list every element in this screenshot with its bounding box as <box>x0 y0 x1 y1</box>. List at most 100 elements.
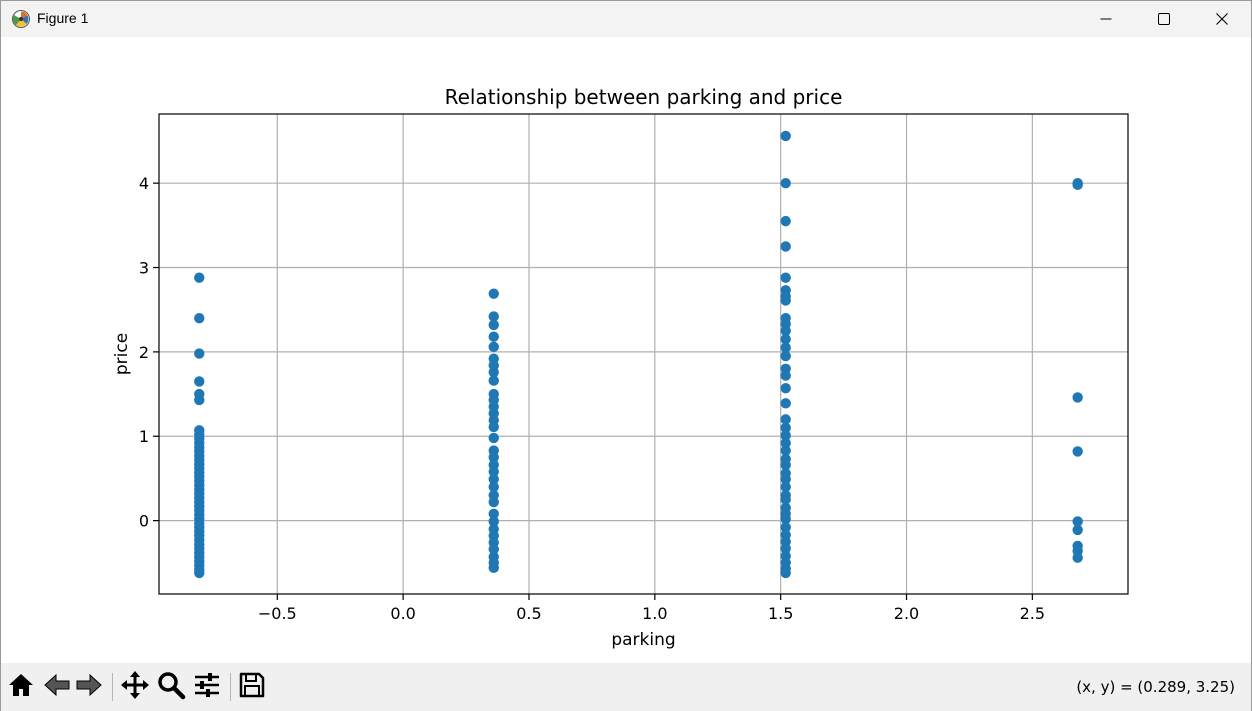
pan-button[interactable] <box>119 671 151 703</box>
scatter-point <box>194 567 205 579</box>
scatter-point <box>488 544 499 555</box>
y-axis-label: price <box>112 333 132 375</box>
scatter-point <box>488 288 499 299</box>
scatter-point <box>780 422 791 434</box>
scatter-point <box>780 334 791 345</box>
scatter-point <box>488 508 499 520</box>
x-tick-label: 2.5 <box>1020 604 1045 623</box>
scatter-point <box>488 331 499 342</box>
scatter-point <box>780 215 791 227</box>
scatter-point <box>780 474 791 485</box>
scatter-point <box>780 241 791 252</box>
scatter-point <box>780 522 791 533</box>
x-axis-label: parking <box>611 630 675 650</box>
maximize-button[interactable] <box>1135 1 1193 37</box>
scatter-point <box>780 382 791 394</box>
scatter-points <box>194 130 1083 579</box>
zoom-icon <box>156 670 186 704</box>
scatter-point <box>194 394 205 406</box>
scatter-point <box>1072 392 1083 403</box>
scatter-point <box>780 513 791 525</box>
scatter-point <box>780 430 791 441</box>
scatter-point <box>488 366 499 378</box>
scatter-point <box>780 459 791 471</box>
scatter-point <box>780 414 791 425</box>
matplotlib-icon <box>11 9 31 29</box>
title-bar[interactable]: Figure 1 <box>1 1 1251 37</box>
back-icon <box>43 671 71 703</box>
grid-lines <box>159 114 1128 594</box>
scatter-point <box>780 130 791 142</box>
y-tick-label: 2 <box>139 343 149 362</box>
home-icon <box>7 671 35 703</box>
scatter-point <box>488 562 499 574</box>
scatter-point <box>488 341 499 353</box>
window-title: Figure 1 <box>37 10 89 26</box>
scatter-point <box>194 312 205 324</box>
axes-frame <box>158 113 1129 595</box>
x-tick-label: 1.5 <box>768 604 793 623</box>
x-tick-label: 0.0 <box>390 604 415 623</box>
configure-subplots-button[interactable] <box>191 671 223 703</box>
save-icon <box>238 671 266 703</box>
scatter-point <box>780 398 791 409</box>
back-button[interactable] <box>41 671 73 703</box>
zoom-button[interactable] <box>155 671 187 703</box>
scatter-point <box>488 481 499 493</box>
scatter-point <box>1072 552 1083 563</box>
x-tick-label: −0.5 <box>258 604 297 623</box>
scatter-point <box>1072 516 1083 527</box>
scatter-point <box>780 295 791 306</box>
scatter-chart[interactable]: −0.5 0.0 0.5 1.0 1.5 2.0 2.5 0 1 2 3 4 Relationship… <box>1 37 1251 663</box>
toolbar-separator <box>112 673 113 701</box>
scatter-point <box>780 543 791 554</box>
x-tick-label: 0.5 <box>516 604 541 623</box>
scatter-point <box>488 375 499 386</box>
scatter-point <box>488 466 499 477</box>
save-button[interactable] <box>236 671 268 703</box>
scatter-point <box>780 445 791 456</box>
scatter-point <box>780 342 791 353</box>
scatter-point <box>488 319 499 331</box>
pan-icon <box>120 670 150 704</box>
scatter-point <box>194 376 205 387</box>
scatter-point <box>488 452 499 463</box>
scatter-point <box>194 348 205 359</box>
scatter-point <box>1072 524 1083 536</box>
scatter-point <box>488 474 499 485</box>
close-button[interactable] <box>1193 1 1251 37</box>
maximize-icon <box>1158 10 1170 29</box>
configure-subplots-icon <box>192 670 222 704</box>
x-tick-label: 1.0 <box>642 604 667 623</box>
minimize-button[interactable] <box>1077 1 1135 37</box>
scatter-point <box>780 350 791 362</box>
scatter-point <box>488 516 499 527</box>
scatter-point <box>194 272 205 283</box>
scatter-point <box>488 311 499 322</box>
forward-button[interactable] <box>73 671 105 703</box>
scatter-point <box>780 177 791 189</box>
scatter-point <box>780 370 791 381</box>
figure-canvas[interactable]: −0.5 0.0 0.5 1.0 1.5 2.0 2.5 0 1 2 3 4 Relationship… <box>1 37 1251 663</box>
x-tick-label: 2.0 <box>894 604 919 623</box>
navigation-toolbar: (x, y) = (0.289, 3.25) <box>1 663 1251 711</box>
y-tick-label: 0 <box>139 512 149 531</box>
scatter-point <box>780 437 791 449</box>
forward-icon <box>75 671 103 703</box>
y-tick-label: 1 <box>139 427 149 446</box>
scatter-point <box>780 481 791 493</box>
scatter-point <box>1072 179 1083 191</box>
scatter-point <box>488 496 499 508</box>
scatter-point <box>488 432 499 444</box>
cursor-coordinates: (x, y) = (0.289, 3.25) <box>1076 678 1235 696</box>
toolbar-separator <box>230 673 231 701</box>
axis-ticks: −0.5 0.0 0.5 1.0 1.5 2.0 2.5 0 1 2 3 4 <box>139 174 1045 623</box>
y-tick-label: 3 <box>139 259 149 278</box>
y-tick-label: 4 <box>139 174 149 193</box>
close-icon <box>1216 10 1228 29</box>
home-button[interactable] <box>5 671 37 703</box>
scatter-point <box>780 494 791 505</box>
chart-title: Relationship between parking and price <box>445 85 843 109</box>
minimize-icon <box>1100 10 1112 29</box>
scatter-point <box>1072 446 1083 457</box>
